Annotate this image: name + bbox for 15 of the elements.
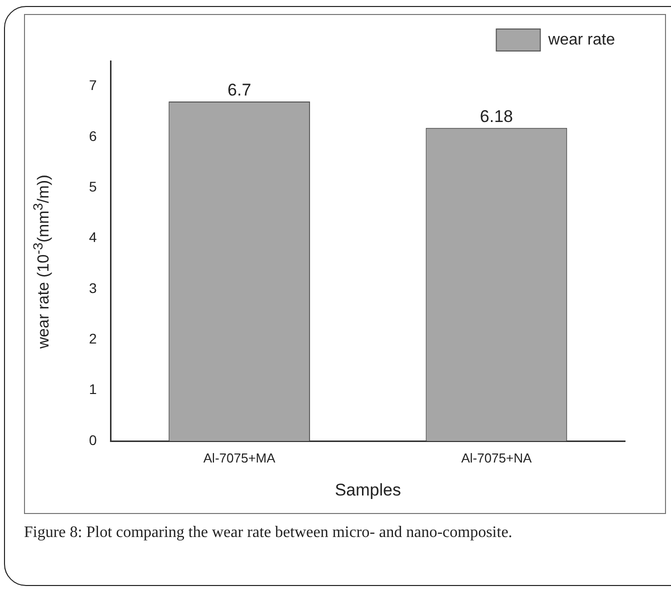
x-tick-label: Al-7075+NA: [461, 450, 532, 466]
y-tick-label: 1: [88, 381, 97, 398]
y-tick-label: 6: [88, 128, 97, 144]
y-tick-label: 7: [88, 77, 97, 94]
y-tick-label: 0: [88, 432, 97, 448]
x-tick-label: Al-7075+MA: [203, 450, 276, 466]
legend-label: wear rate: [547, 31, 616, 48]
y-tick-label: 3: [88, 280, 97, 296]
data-label: 6.7: [228, 80, 252, 100]
y-tick-label: 5: [88, 178, 97, 195]
y-tick-label: 2: [88, 330, 97, 347]
data-label: 6.18: [480, 107, 513, 126]
x-axis-title: Samples: [334, 480, 401, 500]
caption: Figure 8: Plot comparing the wear rate between micro- and nano-composite.: [24, 523, 514, 543]
y-tick-label: 4: [88, 229, 97, 246]
